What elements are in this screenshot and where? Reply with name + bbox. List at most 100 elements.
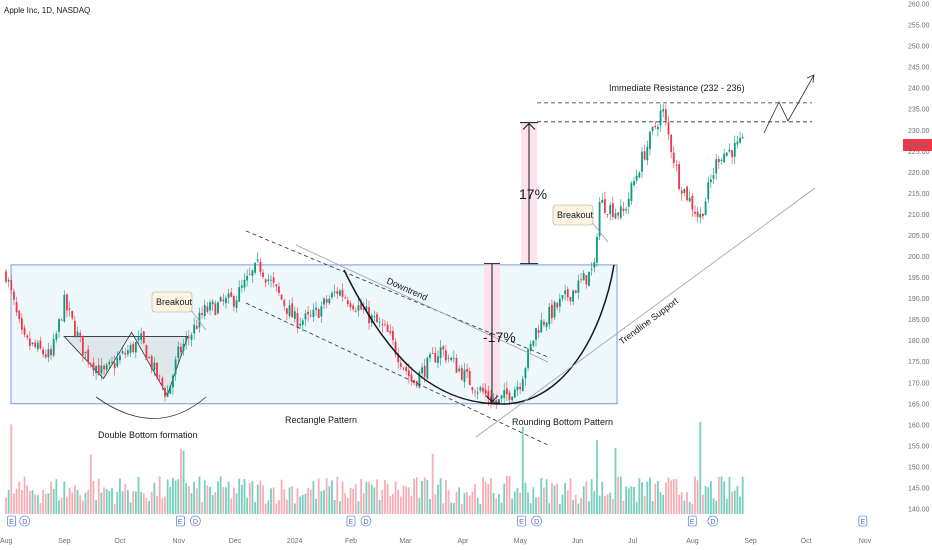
candle-body[interactable] [256,259,259,261]
candle-body[interactable] [132,343,135,353]
candle-body[interactable] [74,320,76,337]
candle-body[interactable] [397,354,400,363]
candle-body[interactable] [323,298,325,305]
candle-body[interactable] [31,342,34,345]
candle-body[interactable] [672,152,675,163]
candle-body[interactable] [203,304,206,317]
candle-body[interactable] [230,292,233,297]
candle-body[interactable] [129,344,132,353]
candle-body[interactable] [66,294,68,311]
candle-body[interactable] [209,302,211,311]
candle-body[interactable] [630,183,633,201]
candle-body[interactable] [153,362,156,371]
candle-body[interactable] [699,213,702,218]
candle-body[interactable] [320,306,323,317]
candle-body[interactable] [148,357,150,358]
candle-body[interactable] [527,349,529,368]
candle-body[interactable] [521,379,524,392]
candle-body[interactable] [142,331,145,344]
candle-body[interactable] [452,357,455,359]
candle-body[interactable] [296,312,299,328]
candle-body[interactable] [394,341,397,355]
candle-body[interactable] [26,335,29,338]
candle-body[interactable] [63,294,66,322]
candle-body[interactable] [5,271,7,282]
candle-body[interactable] [349,303,352,308]
candle-body[interactable] [325,299,328,303]
candle-body[interactable] [500,395,503,399]
candle-body[interactable] [508,392,511,400]
candle-body[interactable] [21,318,23,330]
candle-body[interactable] [707,182,710,200]
rectangle-pattern-box[interactable] [10,264,618,405]
earnings-marker[interactable] [7,515,16,527]
candle-body[interactable] [611,203,614,218]
candle-body[interactable] [606,214,609,216]
candle-body[interactable] [524,368,527,379]
candle-body[interactable] [593,262,596,268]
candle-body[interactable] [362,308,365,310]
candle-body[interactable] [479,387,482,391]
candle-body[interactable] [580,279,582,281]
candle-body[interactable] [490,396,492,404]
candle-body[interactable] [407,370,410,377]
candle-body[interactable] [601,199,604,203]
candle-body[interactable] [198,312,201,328]
candle-body[interactable] [116,358,119,367]
candle-body[interactable] [627,198,630,207]
candle-body[interactable] [127,350,129,355]
candle-body[interactable] [341,289,344,297]
candle-body[interactable] [384,324,386,326]
candle-body[interactable] [675,164,678,166]
candle-body[interactable] [471,387,474,391]
candle-body[interactable] [119,355,121,361]
candle-body[interactable] [635,175,638,181]
candle-body[interactable] [455,357,458,373]
candle-body[interactable] [360,303,362,310]
candle-body[interactable] [596,236,598,263]
candle-body[interactable] [177,346,180,358]
candle-body[interactable] [574,290,577,294]
earnings-marker[interactable] [346,515,356,527]
candle-body[interactable] [254,262,256,273]
candle-body[interactable] [405,367,408,371]
candle-body[interactable] [225,298,227,304]
candle-body[interactable] [498,399,500,403]
candle-body[interactable] [309,315,312,317]
candle-body[interactable] [217,302,219,314]
candle-body[interactable] [569,296,572,302]
candle-body[interactable] [582,273,585,281]
candle-body[interactable] [686,186,688,201]
candle-body[interactable] [641,151,643,172]
candle-body[interactable] [376,314,378,323]
candle-body[interactable] [166,392,169,397]
candle-body[interactable] [691,196,694,210]
candle-body[interactable] [108,361,111,365]
candle-body[interactable] [463,369,466,383]
candle-body[interactable] [736,141,739,145]
candle-body[interactable] [52,338,55,356]
candle-body[interactable] [423,365,426,377]
earnings-marker[interactable] [517,515,526,527]
candle-body[interactable] [262,272,264,277]
candle-body[interactable] [331,292,333,298]
dividend-marker[interactable] [19,515,31,527]
candle-body[interactable] [87,349,90,363]
candle-body[interactable] [474,391,476,393]
candle-body[interactable] [402,367,405,369]
candle-body[interactable] [418,372,421,388]
candle-body[interactable] [460,368,463,380]
candle-body[interactable] [381,324,384,326]
candle-body[interactable] [683,188,686,193]
candle-body[interactable] [437,356,439,363]
candle-body[interactable] [95,366,97,373]
candle-body[interactable] [415,381,418,387]
candle-body[interactable] [238,287,241,302]
candle-body[interactable] [553,301,556,318]
earnings-marker[interactable] [858,515,868,527]
candle-body[interactable] [39,340,42,349]
candle-body[interactable] [275,284,278,287]
candle-body[interactable] [214,303,217,316]
candle-body[interactable] [646,146,649,161]
